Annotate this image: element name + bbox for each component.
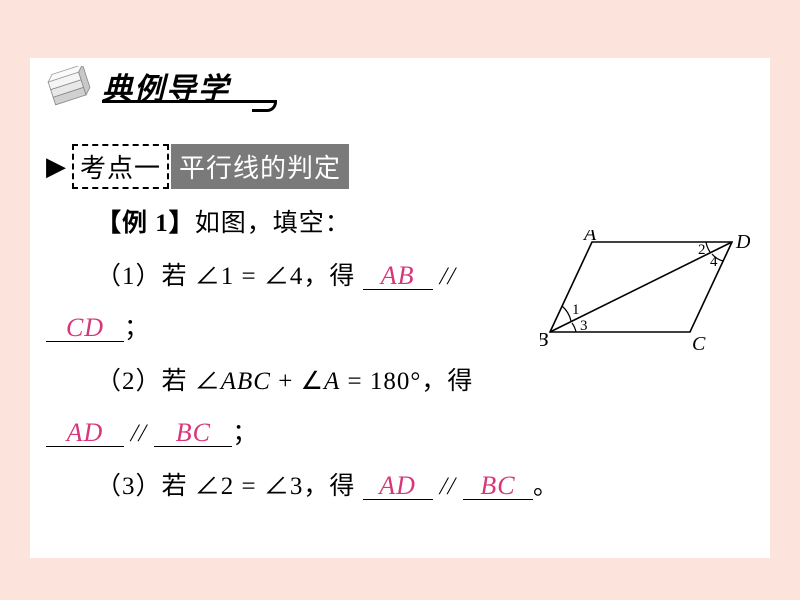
item-3: （3）若 ∠2 = ∠3，得 AD // BC。 — [46, 461, 754, 514]
label-C: C — [692, 333, 706, 355]
item-2-line1: （2）若 ∠ABC + ∠A = 180°，得 — [46, 356, 754, 409]
label-A: A — [582, 230, 597, 245]
blank-3b: BC — [463, 472, 533, 500]
angle-3: 3 — [580, 318, 588, 334]
label-B: B — [540, 329, 548, 351]
label-D: D — [735, 231, 750, 253]
slide-card: 典例导学 ▶ 考点一 平行线的判定 【例 1】如图，填空： （1）若 ∠1 = … — [30, 58, 770, 558]
header: 典例导学 — [30, 58, 770, 128]
item-2-line2: AD // BC； — [46, 408, 754, 461]
book-stack-icon — [44, 66, 94, 116]
kaodian-label: 考点一 — [72, 144, 169, 189]
kaodian-row: ▶ 考点一 平行线的判定 — [46, 144, 349, 189]
blank-1b: CD — [46, 314, 124, 342]
blank-1a: AB — [363, 262, 433, 290]
parallelogram-diagram: A D B C 1 3 2 4 — [540, 230, 750, 360]
example-label: 【例 1】 — [96, 210, 195, 237]
stem-text: 如图，填空： — [195, 210, 351, 237]
angle-2: 2 — [698, 242, 706, 258]
angle-4: 4 — [710, 254, 718, 270]
blank-3a: AD — [363, 472, 433, 500]
blank-2b: BC — [154, 419, 232, 447]
blank-2a: AD — [46, 419, 124, 447]
angle-1: 1 — [572, 302, 580, 318]
header-underline — [102, 100, 277, 114]
triangle-marker: ▶ — [46, 152, 66, 182]
kaodian-topic: 平行线的判定 — [171, 144, 349, 189]
